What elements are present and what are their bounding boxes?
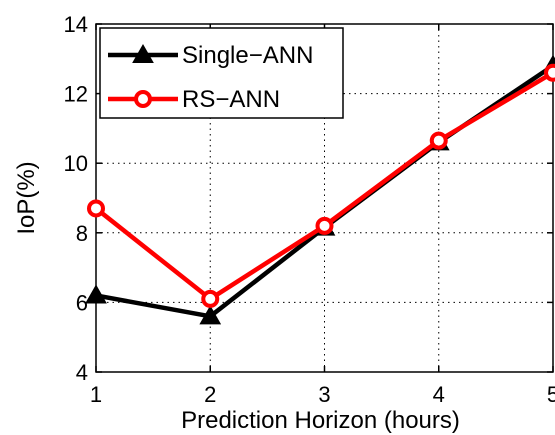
y-tick-label: 8 xyxy=(76,221,88,246)
y-axis-label: IoP(%) xyxy=(13,161,40,234)
legend-marker-circle xyxy=(134,90,152,108)
data-point-triangle xyxy=(85,284,107,304)
data-point-circle xyxy=(201,289,220,308)
data-point-circle xyxy=(315,216,334,235)
series-2 xyxy=(87,63,555,308)
legend-marker-triangle xyxy=(132,43,154,63)
x-tick-label: 3 xyxy=(318,382,330,407)
legend: Single−ANN RS−ANN xyxy=(99,27,344,119)
x-tick-label: 2 xyxy=(204,382,216,407)
x-tick-label: 1 xyxy=(90,382,102,407)
data-point-circle xyxy=(87,199,105,218)
y-tick-label: 6 xyxy=(76,290,88,315)
y-tick-label: 14 xyxy=(64,12,88,37)
data-point-circle xyxy=(429,131,448,150)
y-tick-label: 4 xyxy=(76,360,88,385)
data-point-circle xyxy=(544,63,555,82)
x-axis-label: Prediction Horizon (hours) xyxy=(181,407,460,434)
legend-label: RS−ANN xyxy=(182,86,280,113)
series-group xyxy=(85,54,555,325)
y-tick-label: 12 xyxy=(64,82,88,107)
legend-label: Single−ANN xyxy=(182,42,313,69)
data-point-triangle xyxy=(199,305,222,325)
x-tick-label: 5 xyxy=(547,382,555,407)
x-tick-label: 4 xyxy=(433,382,445,407)
y-tick-label: 10 xyxy=(64,151,88,176)
